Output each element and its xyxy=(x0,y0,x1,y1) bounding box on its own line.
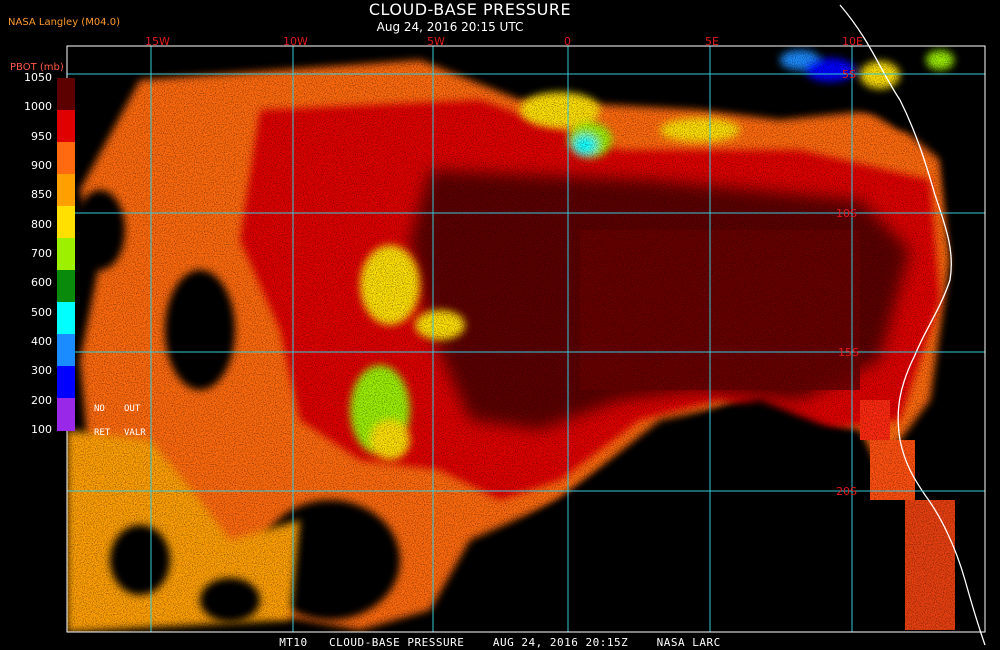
lon-label-5w: 5W xyxy=(427,35,445,48)
legend-title: PBOT (mb) xyxy=(10,62,64,73)
legend-out-label: OUT xyxy=(124,404,141,414)
legend-swatch xyxy=(57,206,75,239)
legend-swatch xyxy=(57,110,75,143)
legend-tick-label: 600 xyxy=(31,276,52,290)
legend-swatch xyxy=(57,366,75,399)
lat-label-5s: 5S xyxy=(842,68,856,81)
legend-tick-label: 850 xyxy=(31,188,52,202)
lon-label-10w: 10W xyxy=(283,35,308,48)
map-title: CLOUD-BASE PRESSURE xyxy=(368,0,572,19)
legend-tick-label: 900 xyxy=(31,159,52,172)
legend-swatch xyxy=(57,238,75,271)
legend-swatch xyxy=(57,142,75,175)
lon-label-5e: 5E xyxy=(705,35,719,48)
legend-tick-label: 300 xyxy=(31,364,52,378)
lat-label-10s: 10S xyxy=(836,207,857,220)
lon-label-15w: 15W xyxy=(145,35,170,48)
footer-caption: MT10 CLOUD-BASE PRESSURE AUG 24, 2016 20… xyxy=(279,636,721,649)
legend-swatch xyxy=(57,174,75,207)
legend-color-bar xyxy=(57,78,75,431)
legend-tick-label: 200 xyxy=(31,393,52,407)
legend-swatch xyxy=(57,302,75,335)
legend-swatch xyxy=(57,78,75,111)
cloud-field xyxy=(67,46,985,632)
legend-tick-label: 700 xyxy=(31,247,52,260)
legend-tick-label: 400 xyxy=(31,335,52,348)
legend-ret-label: RET xyxy=(94,428,111,438)
legend-tick-label: 1000 xyxy=(24,100,52,114)
map-timestamp: Aug 24, 2016 20:15 UTC xyxy=(376,20,524,34)
legend-tick-label: 100 xyxy=(31,423,52,436)
legend-tick-label: 500 xyxy=(31,305,52,319)
source-label: NASA Langley (M04.0) xyxy=(8,17,120,28)
legend-swatch xyxy=(57,270,75,303)
legend-tick-label: 950 xyxy=(31,129,52,143)
legend-swatch xyxy=(57,398,75,431)
legend-tick-label: 1050 xyxy=(24,71,52,84)
legend-swatch xyxy=(57,334,75,367)
lat-lon-grid xyxy=(67,46,985,632)
lat-label-20s: 20S xyxy=(836,485,857,498)
legend-tick-label: 800 xyxy=(31,217,52,231)
lat-label-15s: 15S xyxy=(838,346,859,359)
lon-label-10e: 10E xyxy=(842,35,863,48)
lon-label-0: 0 xyxy=(564,35,571,48)
legend-valr-label: VALR xyxy=(124,428,146,438)
coastline xyxy=(839,4,986,646)
legend-no-label: NO xyxy=(94,404,105,414)
